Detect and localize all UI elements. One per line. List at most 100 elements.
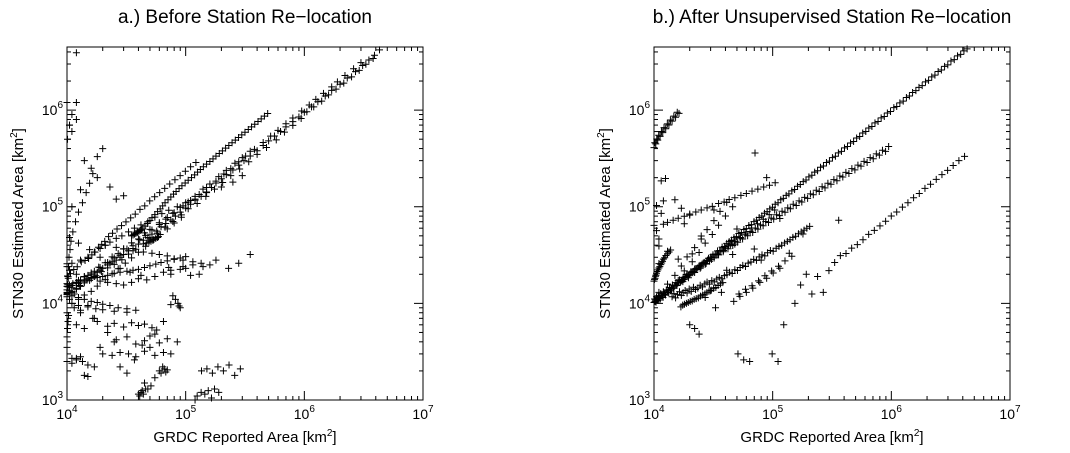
data-point	[96, 253, 104, 261]
data-point	[163, 214, 171, 222]
data-point	[130, 356, 138, 364]
data-point	[774, 358, 782, 366]
data-point	[66, 121, 74, 129]
data-point	[72, 218, 80, 226]
data-point	[272, 136, 280, 144]
data-point	[173, 338, 181, 346]
data-point	[675, 109, 683, 117]
data-point	[842, 168, 850, 176]
data-point	[108, 351, 116, 359]
data-point	[653, 227, 661, 235]
data-point	[104, 328, 112, 336]
data-point	[708, 231, 716, 239]
data-point	[728, 237, 736, 245]
data-point	[887, 107, 895, 115]
x-tick-label: 105	[762, 404, 784, 422]
data-point	[724, 245, 732, 253]
data-point	[730, 297, 738, 305]
data-point	[937, 66, 945, 74]
data-point	[204, 387, 212, 395]
data-point	[927, 180, 935, 188]
data-point	[68, 287, 76, 295]
data-point	[81, 256, 89, 264]
data-point	[770, 215, 778, 223]
data-point	[883, 109, 891, 117]
y-tick-label: 105	[629, 197, 651, 215]
data-point	[101, 237, 109, 245]
data-point	[215, 173, 223, 181]
data-point	[169, 209, 177, 217]
data-point	[153, 326, 161, 334]
data-point	[63, 260, 71, 268]
data-point	[697, 232, 705, 240]
scatter-points	[650, 45, 971, 366]
data-point	[132, 306, 140, 314]
data-point	[208, 369, 216, 377]
data-point	[763, 174, 771, 182]
data-point	[72, 321, 80, 329]
data-point	[154, 233, 162, 241]
data-point	[78, 199, 86, 207]
data-point	[84, 373, 92, 381]
data-point	[687, 287, 695, 295]
data-point	[188, 174, 196, 182]
data-point	[319, 89, 327, 97]
data-point	[667, 246, 675, 254]
data-point	[80, 273, 88, 281]
data-point	[821, 184, 829, 192]
data-point	[707, 255, 715, 263]
plot-frame	[66, 46, 424, 401]
data-point	[729, 251, 737, 259]
data-point	[673, 108, 681, 116]
data-point	[833, 177, 841, 185]
data-point	[310, 103, 318, 111]
data-point	[201, 390, 209, 398]
data-point	[72, 49, 80, 57]
data-point	[819, 288, 827, 296]
data-point	[132, 353, 140, 361]
data-point	[837, 147, 845, 155]
data-point	[932, 175, 940, 183]
chart-b: b.) After Unsupervised Station Re−locati…	[596, 7, 1021, 446]
data-point	[112, 195, 120, 203]
data-point	[165, 206, 173, 214]
data-point	[148, 324, 156, 332]
data-point	[877, 114, 885, 122]
data-point	[764, 218, 772, 226]
data-point	[132, 245, 140, 253]
data-point	[128, 278, 136, 286]
data-point	[746, 358, 754, 366]
y-tick-label: 105	[42, 197, 64, 215]
data-point	[77, 309, 85, 317]
data-point	[174, 299, 182, 307]
data-point	[93, 274, 101, 282]
data-point	[814, 272, 822, 280]
data-point	[791, 185, 799, 193]
data-point	[198, 367, 206, 375]
data-point	[812, 186, 820, 194]
data-point	[664, 280, 672, 288]
data-point	[75, 294, 82, 302]
data-point	[227, 172, 235, 180]
data-point	[199, 185, 207, 193]
data-point	[365, 56, 373, 64]
data-point	[112, 243, 120, 251]
data-point	[662, 251, 670, 259]
data-point	[853, 241, 861, 249]
data-point	[203, 184, 211, 192]
data-point	[86, 179, 94, 187]
x-axis-label: GRDC Reported Area [km2]	[153, 428, 336, 446]
data-point	[192, 159, 200, 167]
data-point	[238, 172, 246, 180]
data-point	[250, 145, 258, 153]
data-point	[831, 152, 839, 160]
data-point	[695, 249, 703, 257]
data-point	[659, 220, 667, 228]
data-point	[905, 92, 913, 100]
data-point	[177, 211, 185, 219]
data-point	[778, 207, 786, 215]
data-point	[882, 217, 890, 225]
data-point	[141, 379, 149, 387]
data-point	[170, 219, 178, 227]
data-point	[740, 356, 748, 364]
